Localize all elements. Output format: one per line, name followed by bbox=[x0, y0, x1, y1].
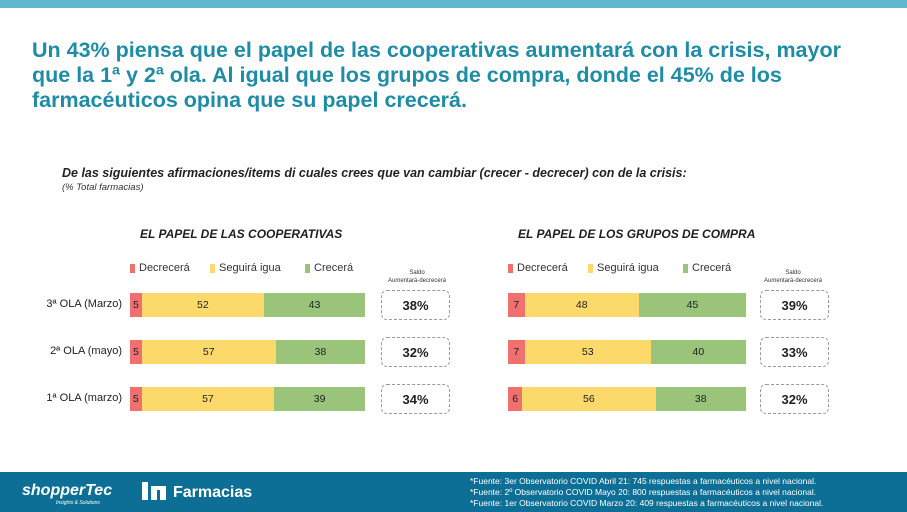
stacked-bar: 5 52 43 bbox=[130, 293, 365, 317]
legend-item: Seguirá igua bbox=[588, 262, 659, 274]
survey-question-note: (% Total farmacias) bbox=[62, 182, 144, 193]
row-label: 2ª OLA (mayo) bbox=[50, 345, 122, 357]
bar-segment-decrecera: 6 bbox=[508, 387, 523, 411]
page-headline: Un 43% piensa que el papel de las cooper… bbox=[32, 38, 841, 112]
legend-item: Crecerá bbox=[683, 262, 731, 274]
bar-segment-crecera: 38 bbox=[275, 340, 365, 364]
source-line: *Fuente: 1er Observatorio COVID Marzo 20… bbox=[470, 498, 824, 508]
saldo-header: Saldo Aumentará-decrecerá bbox=[758, 269, 828, 285]
bar-segment-decrecera: 5 bbox=[130, 293, 142, 317]
bar-segment-seguira-igual: 52 bbox=[141, 293, 264, 317]
legend-swatch bbox=[683, 263, 688, 273]
shoppertec-logo: shopperTec bbox=[22, 482, 113, 499]
saldo-badge: 39% bbox=[760, 290, 829, 320]
legend-swatch bbox=[130, 263, 135, 273]
survey-question: De las siguientes afirmaciones/items di … bbox=[62, 166, 687, 180]
legend-label: Decrecerá bbox=[139, 262, 190, 274]
top-accent-bar bbox=[0, 0, 907, 8]
legend-item: Decrecerá bbox=[130, 262, 190, 274]
bar-segment-decrecera: 7 bbox=[508, 340, 525, 364]
stacked-bar: 7 48 45 bbox=[508, 293, 746, 317]
bar-segment-crecera: 38 bbox=[655, 387, 746, 411]
legend-item: Decrecerá bbox=[508, 262, 568, 274]
legend-item: Crecerá bbox=[305, 262, 353, 274]
bar-segment-crecera: 40 bbox=[650, 340, 746, 364]
source-line: *Fuente: 2º Observatorio COVID Mayo 20: … bbox=[470, 487, 817, 497]
saldo-header-line: Aumentará-decrecerá bbox=[763, 278, 823, 284]
chart-title: EL PAPEL DE LOS GRUPOS DE COMPRA bbox=[518, 227, 756, 241]
saldo-header: Saldo Aumentará-decrecerá bbox=[382, 269, 452, 285]
stacked-bar: 5 57 38 bbox=[130, 340, 365, 364]
legend-label: Crecerá bbox=[692, 262, 732, 274]
saldo-header-line: Saldo bbox=[409, 270, 425, 276]
bar-segment-seguira-igual: 57 bbox=[141, 340, 276, 364]
sources-block: *Fuente: 3er Observatorio COVID Abril 21… bbox=[470, 476, 823, 509]
legend-item: Seguirá igua bbox=[210, 262, 281, 274]
bar-segment-crecera: 43 bbox=[263, 293, 365, 317]
stacked-bar: 6 56 38 bbox=[508, 387, 746, 411]
stacked-bar: 5 57 39 bbox=[130, 387, 365, 411]
bar-segment-decrecera: 5 bbox=[130, 340, 142, 364]
legend-label: Decrecerá bbox=[517, 262, 568, 274]
shoppertec-logo-subtitle: Insights & Solutions bbox=[56, 500, 100, 506]
bar-segment-seguira-igual: 56 bbox=[522, 387, 656, 411]
bar-segment-seguira-igual: 57 bbox=[141, 387, 275, 411]
farmacias-logo-text: Farmacias bbox=[173, 484, 253, 501]
saldo-header-line: Saldo bbox=[785, 270, 801, 276]
saldo-badge: 32% bbox=[760, 384, 829, 414]
source-line: *Fuente: 3er Observatorio COVID Abril 21… bbox=[470, 476, 817, 486]
legend-swatch bbox=[508, 263, 513, 273]
bar-segment-decrecera: 7 bbox=[508, 293, 525, 317]
saldo-badge: 34% bbox=[381, 384, 450, 414]
legend-swatch bbox=[305, 263, 310, 273]
row-label: 1ª OLA (marzo) bbox=[46, 392, 122, 404]
bar-segment-seguira-igual: 48 bbox=[524, 293, 639, 317]
stacked-bar: 7 53 40 bbox=[508, 340, 746, 364]
bar-segment-crecera: 39 bbox=[274, 387, 365, 411]
saldo-badge: 32% bbox=[381, 337, 450, 367]
saldo-badge: 33% bbox=[760, 337, 829, 367]
bar-segment-crecera: 45 bbox=[638, 293, 746, 317]
bar-segment-seguira-igual: 53 bbox=[524, 340, 651, 364]
chart-title: EL PAPEL DE LAS COOPERATIVAS bbox=[140, 227, 343, 241]
legend-label: Seguirá igua bbox=[597, 262, 659, 274]
saldo-header-line: Aumentará-decrecerá bbox=[387, 278, 447, 284]
farmacias-logo-mark-icon bbox=[142, 482, 166, 500]
bar-segment-decrecera: 5 bbox=[130, 387, 142, 411]
legend-label: Crecerá bbox=[314, 262, 354, 274]
row-label: 3ª OLA (Marzo) bbox=[46, 298, 122, 310]
legend-label: Seguirá igua bbox=[219, 262, 281, 274]
saldo-badge: 38% bbox=[381, 290, 450, 320]
legend-swatch bbox=[210, 263, 215, 273]
legend-swatch bbox=[588, 263, 593, 273]
